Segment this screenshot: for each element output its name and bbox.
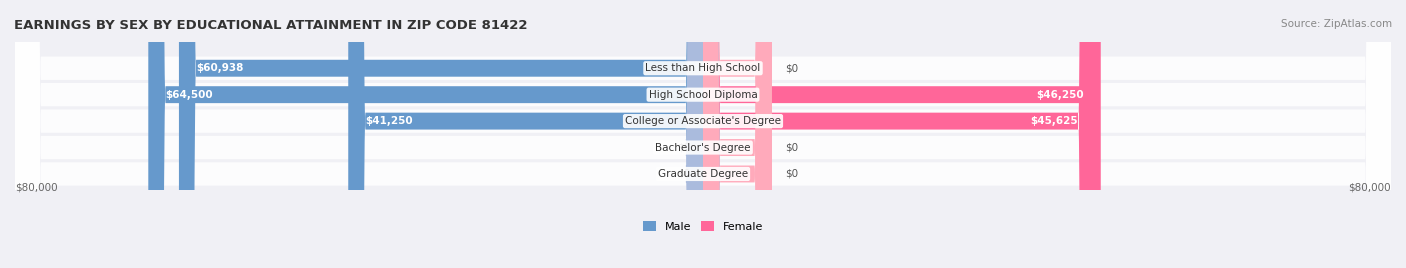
Text: Source: ZipAtlas.com: Source: ZipAtlas.com (1281, 19, 1392, 29)
Text: $41,250: $41,250 (366, 116, 413, 126)
Text: $80,000: $80,000 (15, 183, 58, 193)
FancyBboxPatch shape (179, 0, 703, 268)
Text: Graduate Degree: Graduate Degree (658, 169, 748, 179)
Text: $0: $0 (676, 143, 690, 152)
FancyBboxPatch shape (703, 0, 772, 268)
FancyBboxPatch shape (686, 0, 720, 268)
FancyBboxPatch shape (15, 0, 1391, 268)
Text: $46,250: $46,250 (1036, 90, 1084, 100)
Text: Less than High School: Less than High School (645, 63, 761, 73)
Text: $60,938: $60,938 (195, 63, 243, 73)
Text: College or Associate's Degree: College or Associate's Degree (626, 116, 780, 126)
FancyBboxPatch shape (15, 0, 1391, 268)
Text: $64,500: $64,500 (166, 90, 214, 100)
Text: $80,000: $80,000 (1348, 183, 1391, 193)
Legend: Male, Female: Male, Female (643, 221, 763, 232)
Text: $0: $0 (785, 169, 797, 179)
Text: $45,625: $45,625 (1031, 116, 1078, 126)
FancyBboxPatch shape (15, 0, 1391, 268)
Text: $0: $0 (785, 63, 797, 73)
Text: $0: $0 (785, 143, 797, 152)
FancyBboxPatch shape (703, 0, 772, 268)
Text: High School Diploma: High School Diploma (648, 90, 758, 100)
FancyBboxPatch shape (349, 0, 703, 268)
Text: EARNINGS BY SEX BY EDUCATIONAL ATTAINMENT IN ZIP CODE 81422: EARNINGS BY SEX BY EDUCATIONAL ATTAINMEN… (14, 19, 527, 32)
FancyBboxPatch shape (15, 0, 1391, 268)
FancyBboxPatch shape (15, 0, 1391, 268)
FancyBboxPatch shape (703, 0, 772, 268)
FancyBboxPatch shape (148, 0, 703, 268)
Text: $0: $0 (676, 169, 690, 179)
FancyBboxPatch shape (686, 0, 720, 268)
Text: Bachelor's Degree: Bachelor's Degree (655, 143, 751, 152)
FancyBboxPatch shape (703, 0, 1101, 268)
FancyBboxPatch shape (703, 0, 1095, 268)
